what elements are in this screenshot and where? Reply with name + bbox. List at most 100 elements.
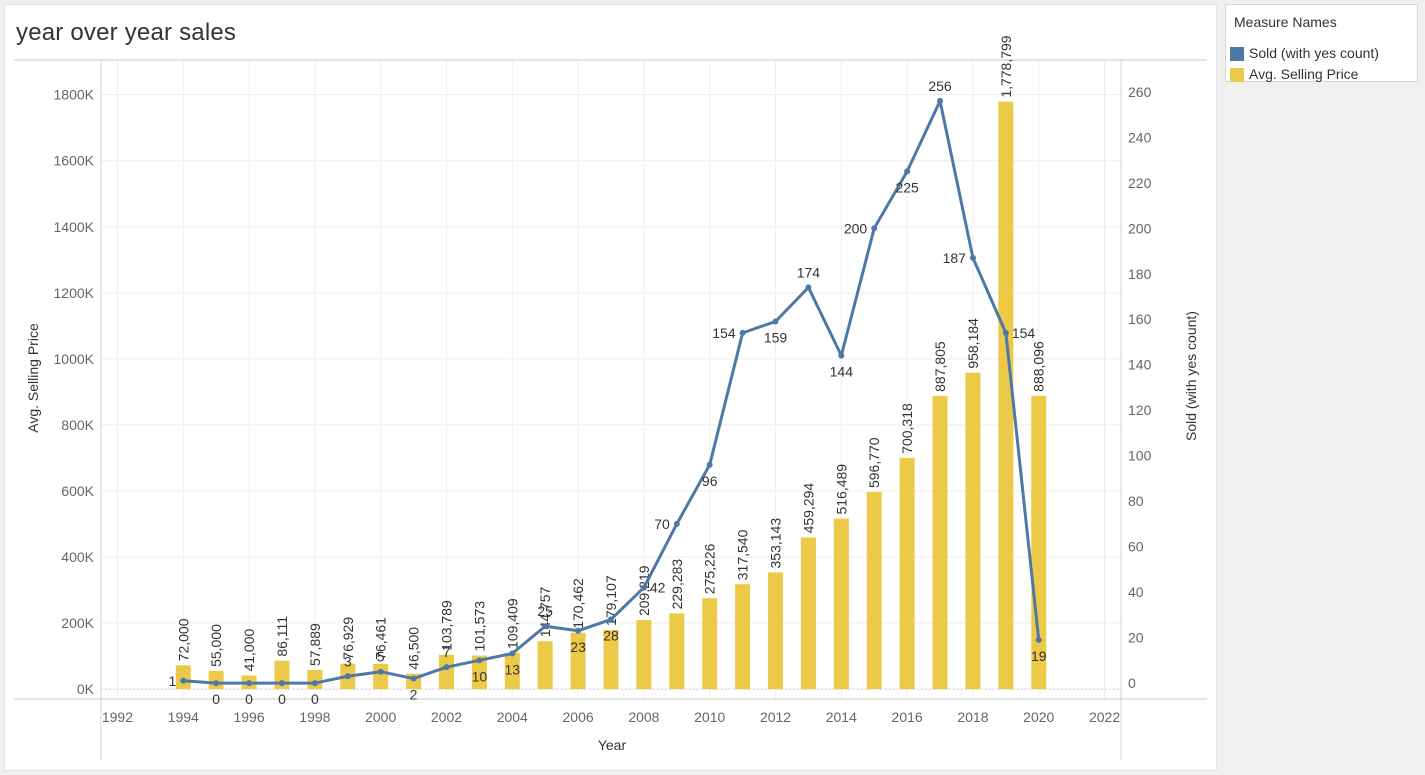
bar-label: 229,283 bbox=[669, 559, 685, 610]
line-point bbox=[278, 680, 285, 687]
line-label: 154 bbox=[712, 325, 736, 341]
x-tick-label: 2018 bbox=[957, 709, 988, 725]
bar bbox=[208, 670, 224, 690]
bar-label: 596,770 bbox=[866, 437, 882, 488]
bar-label: 958,184 bbox=[965, 318, 981, 369]
y2-tick-label: 0 bbox=[1128, 675, 1136, 691]
line-label: 2 bbox=[410, 687, 418, 703]
line-point bbox=[311, 680, 318, 687]
legend-swatch-avg-price bbox=[1230, 68, 1244, 82]
bar-label: 86,111 bbox=[274, 616, 290, 657]
x-tick-label: 1994 bbox=[168, 709, 199, 725]
line-point bbox=[937, 97, 944, 104]
y2-tick-label: 140 bbox=[1128, 357, 1152, 373]
bar-label: 459,294 bbox=[800, 483, 816, 534]
y-tick-label: 200K bbox=[61, 615, 94, 631]
bar-label: 101,573 bbox=[471, 601, 487, 652]
chart-title: year over year sales bbox=[16, 19, 237, 46]
line-point bbox=[180, 677, 187, 684]
line-point bbox=[377, 668, 384, 675]
line-point bbox=[706, 461, 713, 468]
y-tick-label: 400K bbox=[61, 549, 94, 565]
bar bbox=[636, 620, 652, 690]
y-tick-label: 1200K bbox=[54, 285, 95, 301]
line-label: 154 bbox=[1012, 325, 1036, 341]
line-label: 187 bbox=[943, 250, 967, 266]
line-label: 0 bbox=[311, 691, 319, 707]
line-label: 28 bbox=[603, 627, 619, 643]
y2-tick-label: 120 bbox=[1128, 402, 1152, 418]
y-tick-label: 1000K bbox=[54, 351, 95, 367]
bar bbox=[932, 395, 948, 690]
line-label: 23 bbox=[570, 639, 586, 655]
bar-label: 887,805 bbox=[932, 341, 948, 392]
y2-tick-label: 220 bbox=[1128, 175, 1152, 191]
bar bbox=[603, 629, 619, 690]
line-point bbox=[739, 329, 746, 336]
line-point bbox=[213, 680, 220, 687]
y2-tick-label: 20 bbox=[1128, 630, 1144, 646]
bar-label: 41,000 bbox=[241, 629, 257, 672]
bar bbox=[768, 572, 784, 690]
y-tick-label: 800K bbox=[61, 417, 94, 433]
bar-label: 109,409 bbox=[504, 598, 520, 649]
bar-label: 1,778,799 bbox=[998, 35, 1014, 97]
line-point bbox=[673, 520, 680, 527]
chart-area: 1992 1994 1996 1998 2000 2002 2004 2006 2008 2010… bbox=[14, 35, 1207, 760]
bar-label: 57,889 bbox=[307, 623, 323, 666]
line-label: 200 bbox=[844, 220, 868, 236]
line-point bbox=[640, 584, 647, 591]
line-point bbox=[904, 168, 911, 175]
bar bbox=[175, 665, 191, 690]
bar-label: 103,789 bbox=[438, 600, 454, 651]
line-label: 19 bbox=[1031, 648, 1047, 664]
legend-title: Measure Names bbox=[1234, 14, 1337, 30]
x-tick-label: 2014 bbox=[826, 709, 857, 725]
bar-label: 76,929 bbox=[340, 617, 356, 660]
line-point bbox=[608, 616, 614, 623]
line-point bbox=[838, 352, 845, 359]
bar bbox=[965, 372, 981, 690]
bar bbox=[866, 492, 882, 690]
y-tick-label: 1400K bbox=[54, 219, 95, 235]
line-point bbox=[410, 675, 417, 682]
bar bbox=[307, 669, 323, 690]
line-point bbox=[344, 673, 351, 680]
x-tick-label: 2006 bbox=[563, 709, 594, 725]
line-label: 70 bbox=[654, 516, 670, 532]
bar bbox=[504, 652, 520, 690]
bar-label: 275,226 bbox=[702, 543, 718, 594]
y2-axis-title: Sold (with yes count) bbox=[1183, 311, 1199, 441]
bar-label: 888,096 bbox=[1031, 341, 1047, 392]
bar bbox=[800, 537, 816, 690]
bar bbox=[537, 641, 553, 690]
x-tick-label: 2020 bbox=[1023, 709, 1054, 725]
line-label: 10 bbox=[472, 668, 488, 684]
x-tick-label: 1998 bbox=[299, 709, 330, 725]
bar bbox=[438, 654, 454, 690]
y2-tick-label: 240 bbox=[1128, 129, 1152, 145]
x-tick-label: 1992 bbox=[102, 709, 133, 725]
bar-label: 179,107 bbox=[603, 575, 619, 626]
bar bbox=[570, 632, 586, 690]
x-tick-label: 2022 bbox=[1089, 709, 1120, 725]
bar-label: 76,461 bbox=[373, 617, 389, 660]
line-point bbox=[443, 664, 450, 671]
y2-tick-label: 60 bbox=[1128, 539, 1144, 555]
y2-tick-label: 40 bbox=[1128, 584, 1144, 600]
line-label: 25 bbox=[537, 603, 553, 619]
bar-label: 317,540 bbox=[735, 529, 751, 580]
bar-label: 144,757 bbox=[537, 586, 553, 637]
line-point bbox=[246, 680, 253, 687]
line-label: 225 bbox=[895, 179, 919, 195]
bar bbox=[833, 518, 849, 690]
line-point bbox=[509, 650, 516, 657]
y2-tick-label: 180 bbox=[1128, 266, 1152, 282]
line-point bbox=[772, 318, 779, 325]
line-label: 159 bbox=[764, 330, 788, 346]
line-label: 3 bbox=[344, 653, 352, 669]
y2-tick-label: 200 bbox=[1128, 220, 1152, 236]
line-label: 42 bbox=[650, 580, 666, 596]
bar bbox=[998, 101, 1014, 690]
x-tick-label: 2010 bbox=[694, 709, 725, 725]
